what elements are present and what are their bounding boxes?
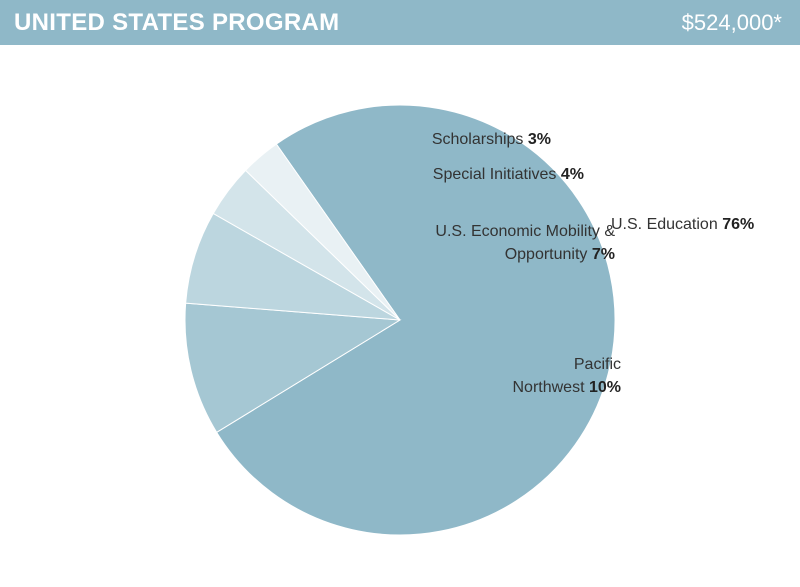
value-label: 10%: [588, 379, 621, 396]
value-label: 7%: [591, 246, 615, 263]
pie-slice: [184, 302, 402, 434]
slice-label: Pacific Northwest 10%: [461, 353, 621, 399]
pie-slice: [244, 143, 401, 321]
value-label: 3%: [527, 131, 551, 148]
category-label: Special Initiatives: [432, 166, 557, 183]
category-label: Scholarships: [431, 131, 524, 148]
chart-title: UNITED STATES PROGRAM: [14, 9, 340, 36]
value-label: 76%: [722, 216, 755, 233]
slice-label: U.S. Economic Mobility & Opportunity 7%: [430, 220, 615, 266]
header-bar: UNITED STATES PROGRAM $524,000*: [0, 0, 800, 45]
pie-slice: [215, 104, 616, 536]
total-amount: $524,000*: [681, 10, 782, 35]
slice-label: U.S. Education 76%: [611, 213, 754, 236]
value-label: 4%: [560, 166, 584, 183]
category-label: U.S. Economic Mobility & Opportunity: [435, 223, 615, 263]
category-label: Pacific Northwest: [512, 356, 621, 396]
slice-label: Scholarships 3%: [432, 128, 551, 151]
category-label: U.S. Education: [611, 216, 718, 233]
slice-label: Special Initiatives 4%: [433, 163, 584, 186]
